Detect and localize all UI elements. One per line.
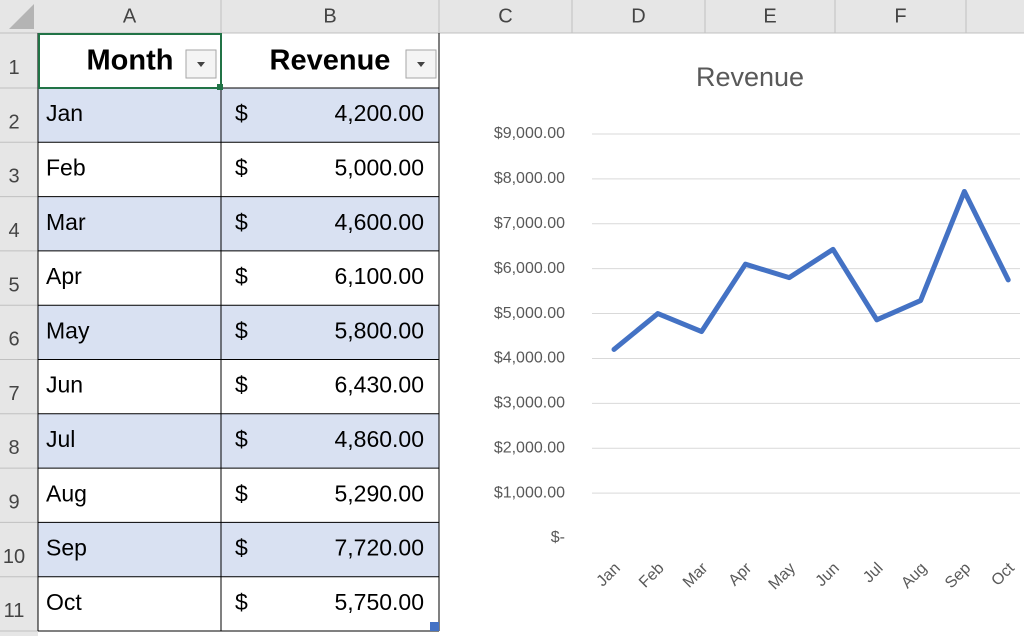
y-tick-label: $- [551, 529, 565, 546]
cell[interactable]: Jun [46, 372, 83, 398]
header-cell[interactable]: Month [87, 45, 174, 77]
cell[interactable]: $ [235, 426, 248, 452]
chart-title: Revenue [696, 62, 804, 92]
cell[interactable]: 5,000.00 [334, 155, 424, 181]
y-tick-label: $6,000.00 [494, 260, 565, 277]
y-tick-label: $1,000.00 [494, 484, 565, 501]
cell[interactable]: Mar [46, 209, 86, 235]
y-tick-label: $3,000.00 [494, 395, 565, 412]
cell[interactable]: Oct [46, 589, 82, 615]
header-cell[interactable]: Revenue [270, 45, 391, 77]
cell[interactable]: Jul [46, 426, 75, 452]
cell[interactable]: $ [235, 317, 248, 343]
column-header[interactable]: B [323, 5, 336, 27]
row-header-bar [0, 0, 38, 636]
row-header[interactable]: 11 [4, 600, 25, 622]
select-all[interactable] [9, 4, 34, 29]
row-band [38, 88, 439, 143]
resize-handle [430, 622, 439, 631]
line [611, 188, 1011, 352]
cell[interactable]: Aug [46, 480, 87, 506]
cell[interactable]: May [46, 317, 90, 343]
cell[interactable]: 4,200.00 [334, 100, 424, 126]
y-tick-label: $2,000.00 [494, 439, 565, 456]
cell[interactable]: $ [235, 480, 248, 506]
y-tick-label: $8,000.00 [494, 170, 565, 187]
selection [38, 33, 222, 89]
cell[interactable]: 5,290.00 [334, 480, 424, 506]
cell[interactable]: $ [235, 589, 248, 615]
row-header[interactable]: 4 [8, 220, 19, 242]
row-header[interactable]: 3 [8, 166, 19, 188]
column-header[interactable]: D [631, 5, 645, 27]
cell[interactable]: $ [235, 372, 248, 398]
column-header[interactable]: A [123, 5, 137, 27]
cell[interactable]: 7,720.00 [334, 535, 424, 561]
cell[interactable]: 5,800.00 [334, 317, 424, 343]
row-header[interactable]: 2 [8, 111, 19, 133]
cell[interactable]: $ [235, 155, 248, 181]
y-tick-label: $4,000.00 [494, 350, 565, 367]
chart-area[interactable] [439, 33, 1024, 636]
cell[interactable]: 6,100.00 [334, 263, 424, 289]
filter-arrow [197, 62, 205, 67]
cell[interactable]: $ [235, 100, 248, 126]
column-header[interactable]: E [763, 5, 776, 27]
row-header[interactable]: 10 [3, 546, 25, 568]
column-header[interactable]: C [498, 5, 512, 27]
cell[interactable]: 5,750.00 [334, 589, 424, 615]
cell[interactable]: Sep [46, 535, 87, 561]
row-header[interactable]: 1 [8, 57, 19, 79]
row-header[interactable]: 6 [8, 329, 19, 351]
row-band [38, 413, 439, 469]
y-tick-label: $9,000.00 [494, 125, 565, 142]
y-tick-label: $5,000.00 [494, 305, 565, 322]
row-header[interactable]: 8 [8, 437, 19, 459]
cell[interactable]: $ [235, 209, 248, 235]
row-header[interactable]: 5 [8, 274, 19, 296]
cell[interactable]: 4,600.00 [334, 209, 424, 235]
selection-handle [217, 84, 223, 90]
cell[interactable]: Apr [46, 263, 82, 289]
y-tick-label: $7,000.00 [494, 215, 565, 232]
cell[interactable]: $ [235, 535, 248, 561]
column-header-bar [0, 0, 1024, 33]
row-header[interactable]: 9 [8, 492, 19, 514]
cell[interactable]: 4,860.00 [334, 426, 424, 452]
row-band [38, 196, 439, 251]
cell[interactable]: Jan [46, 100, 83, 126]
column-header[interactable]: F [894, 5, 906, 27]
cell[interactable]: 6,430.00 [334, 372, 424, 398]
row-band [38, 522, 439, 577]
cell[interactable]: $ [235, 263, 248, 289]
filter-arrow [417, 62, 425, 67]
row-band [38, 305, 439, 360]
cell[interactable]: Feb [46, 155, 86, 181]
row-header[interactable]: 7 [8, 383, 19, 405]
